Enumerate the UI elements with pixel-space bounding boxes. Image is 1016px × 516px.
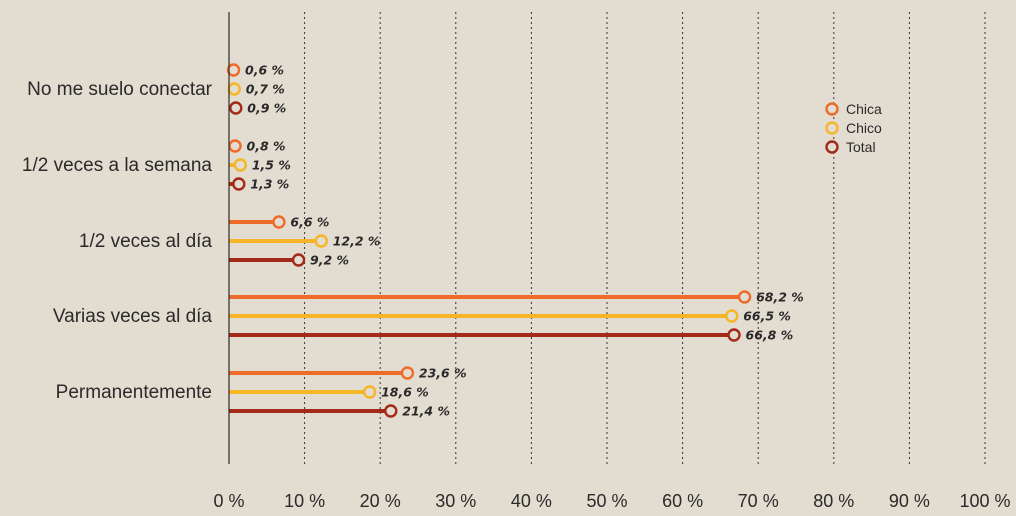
legend-marker [825,102,839,116]
legend-item-total: Total [825,139,876,155]
marker [725,309,739,323]
data-label: 18,6 % [381,385,429,400]
x-tick-label: 40 % [511,491,552,511]
category-labels: No me suelo conectar 1/2 veces a la seman… [22,79,213,403]
series-total: 0,9 % 1,3 % 9,2 % 66,8 % 21,4 % [229,101,793,419]
marker [233,158,248,172]
data-label: 12,2 % [333,234,381,249]
data-label: 1,3 % [250,177,289,192]
series-chica: 0,6 % 0,8 % 6,6 % 68,2 % 23,6 % [226,63,804,381]
marker [227,82,241,96]
legend: Chica Chico Total [825,101,882,155]
bar [229,314,732,318]
plot-area: 0,6 % 0,8 % 6,6 % 68,2 % 23,6 % 0,7 % 1,5 % 12,… [226,63,804,419]
marker [314,234,328,248]
legend-label: Total [846,139,876,155]
marker [229,101,243,115]
data-label: 0,9 % [247,101,286,116]
marker [737,290,752,304]
x-tick-label: 60 % [662,491,703,511]
legend-item-chico: Chico [825,120,882,136]
data-label: 21,4 % [402,404,450,419]
data-label: 68,2 % [756,290,804,305]
x-tick-label: 50 % [586,491,627,511]
marker [226,63,241,77]
data-label: 0,6 % [245,63,284,78]
series-chico: 0,7 % 1,5 % 12,2 % 66,5 % 18,6 % [227,82,791,400]
data-label: 23,6 % [419,366,467,381]
marker [362,385,377,399]
marker [384,404,398,418]
marker [400,366,415,380]
category-label: 1/2 veces a la semana [22,155,213,176]
data-label: 0,7 % [246,82,285,97]
category-label: 1/2 veces al día [79,231,213,252]
x-tick-label: 70 % [738,491,779,511]
data-label: 66,8 % [746,328,794,343]
bar [229,390,370,394]
bar [229,333,735,337]
bar [229,239,322,243]
x-tick-label: 30 % [435,491,476,511]
x-tick-label: 20 % [360,491,401,511]
data-label: 9,2 % [310,253,349,268]
marker [232,177,246,191]
x-tick-label: 10 % [284,491,325,511]
bar [229,371,408,375]
bar [229,409,391,413]
category-label: No me suelo conectar [27,79,212,100]
marker [727,328,741,342]
data-label: 6,6 % [290,215,329,230]
legend-marker [825,140,839,154]
x-tick-label: 90 % [889,491,930,511]
bar [229,258,299,262]
data-label: 0,8 % [247,139,286,154]
x-tick-label: 80 % [813,491,854,511]
bar [229,220,279,224]
legend-item-chica: Chica [825,101,882,117]
legend-label: Chica [846,101,882,117]
bar [229,295,745,299]
grid-lines [304,12,986,464]
legend-marker [825,121,839,135]
marker [291,253,306,267]
x-axis-tick-labels: 0 % 10 % 20 % 30 % 40 % 50 % 60 % 70 % 80 % 90 % 1… [213,491,1010,511]
category-label: Varias veces al día [53,306,213,327]
category-label: Permanentemente [56,382,212,403]
data-label: 66,5 % [743,309,791,324]
marker [272,215,286,229]
x-tick-label: 100 % [959,491,1010,511]
marker [228,139,242,153]
legend-label: Chico [846,120,882,136]
x-tick-label: 0 % [213,491,244,511]
data-label: 1,5 % [252,158,291,173]
